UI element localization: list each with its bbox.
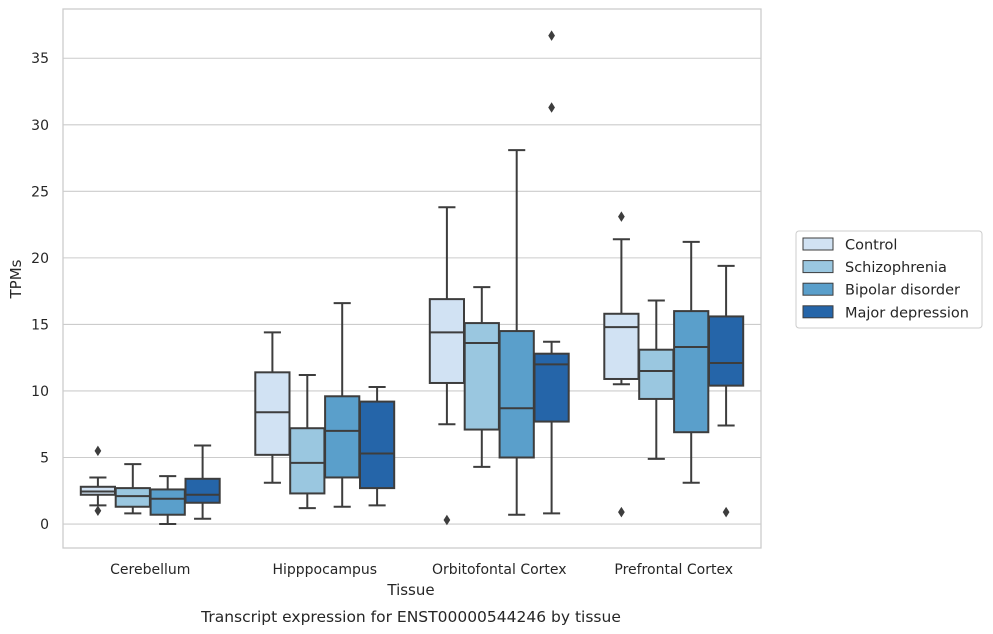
y-tick-label: 10 (31, 384, 49, 400)
box-iqr (289, 427, 326, 495)
legend-swatch (802, 305, 834, 319)
box-iqr (254, 371, 291, 456)
x-tick-labels: Cerebellum Hipppocampus Orbitofontal Corte… (110, 562, 733, 578)
y-tick-labels: 0 5 10 15 20 25 30 35 (31, 51, 49, 533)
y-tick-label: 35 (31, 51, 49, 67)
plot-frame (62, 8, 762, 549)
outlier-point (618, 506, 625, 518)
x-axis-title: Tissue (386, 581, 434, 599)
box-iqr (638, 348, 675, 400)
outlier-point (722, 506, 730, 518)
outlier-point (548, 30, 555, 41)
box-iqr (707, 315, 745, 387)
x-tick-label: Orbitofontal Cortex (432, 562, 567, 578)
box-group (533, 30, 570, 515)
box-group (707, 264, 745, 518)
x-tick-label: Prefrontal Cortex (614, 562, 733, 578)
legend-swatch (802, 260, 834, 274)
outlier-point (94, 445, 102, 457)
box-iqr (498, 330, 535, 459)
legend-swatch (802, 282, 834, 296)
box-group (289, 373, 326, 510)
x-tick-label: Hipppocampus (272, 562, 377, 578)
box-iqr (114, 487, 151, 508)
outlier-point (94, 505, 102, 516)
y-tick-label: 5 (40, 451, 49, 467)
legend-frame (795, 230, 983, 329)
box-plots (79, 30, 745, 526)
box-group (358, 385, 396, 507)
y-tick-label: 20 (31, 251, 49, 267)
box-group (114, 463, 151, 515)
outlier-point (443, 514, 451, 526)
box-iqr (603, 312, 640, 380)
y-axis-title: TPMs (7, 259, 25, 299)
box-group (673, 240, 710, 484)
box-group (324, 302, 361, 508)
outlier-point (548, 102, 555, 113)
legend-label: Bipolar disorder (845, 283, 960, 299)
box-iqr (184, 477, 221, 504)
box-iqr (463, 322, 500, 431)
box-group (463, 286, 500, 468)
legend-label: Major depression (845, 305, 969, 321)
box-group (428, 206, 466, 526)
legend: Control Schizophrenia Bipolar disorder Majo… (795, 230, 983, 329)
box-group (638, 299, 675, 460)
box-iqr (358, 400, 396, 490)
legend-label: Schizophrenia (845, 260, 947, 276)
chart-caption: Transcript expression for ENST0000054424… (200, 608, 621, 626)
box-group (603, 211, 640, 518)
y-tick-label: 25 (31, 184, 49, 200)
outlier-point (618, 211, 625, 222)
box-group (254, 331, 291, 484)
box-iqr (673, 310, 710, 434)
legend-swatch (802, 237, 834, 251)
box-group (184, 444, 221, 520)
x-tick-label: Cerebellum (110, 562, 190, 578)
box-iqr (428, 298, 466, 384)
y-tick-label: 0 (40, 517, 49, 533)
y-tick-label: 30 (31, 118, 49, 134)
box-group (498, 149, 535, 516)
grid-lines (63, 57, 761, 525)
box-iqr (149, 488, 186, 516)
box-group (79, 445, 117, 516)
legend-label: Control (845, 238, 897, 254)
y-tick-label: 15 (31, 317, 49, 333)
box-group (149, 475, 186, 526)
box-iqr (324, 395, 361, 479)
